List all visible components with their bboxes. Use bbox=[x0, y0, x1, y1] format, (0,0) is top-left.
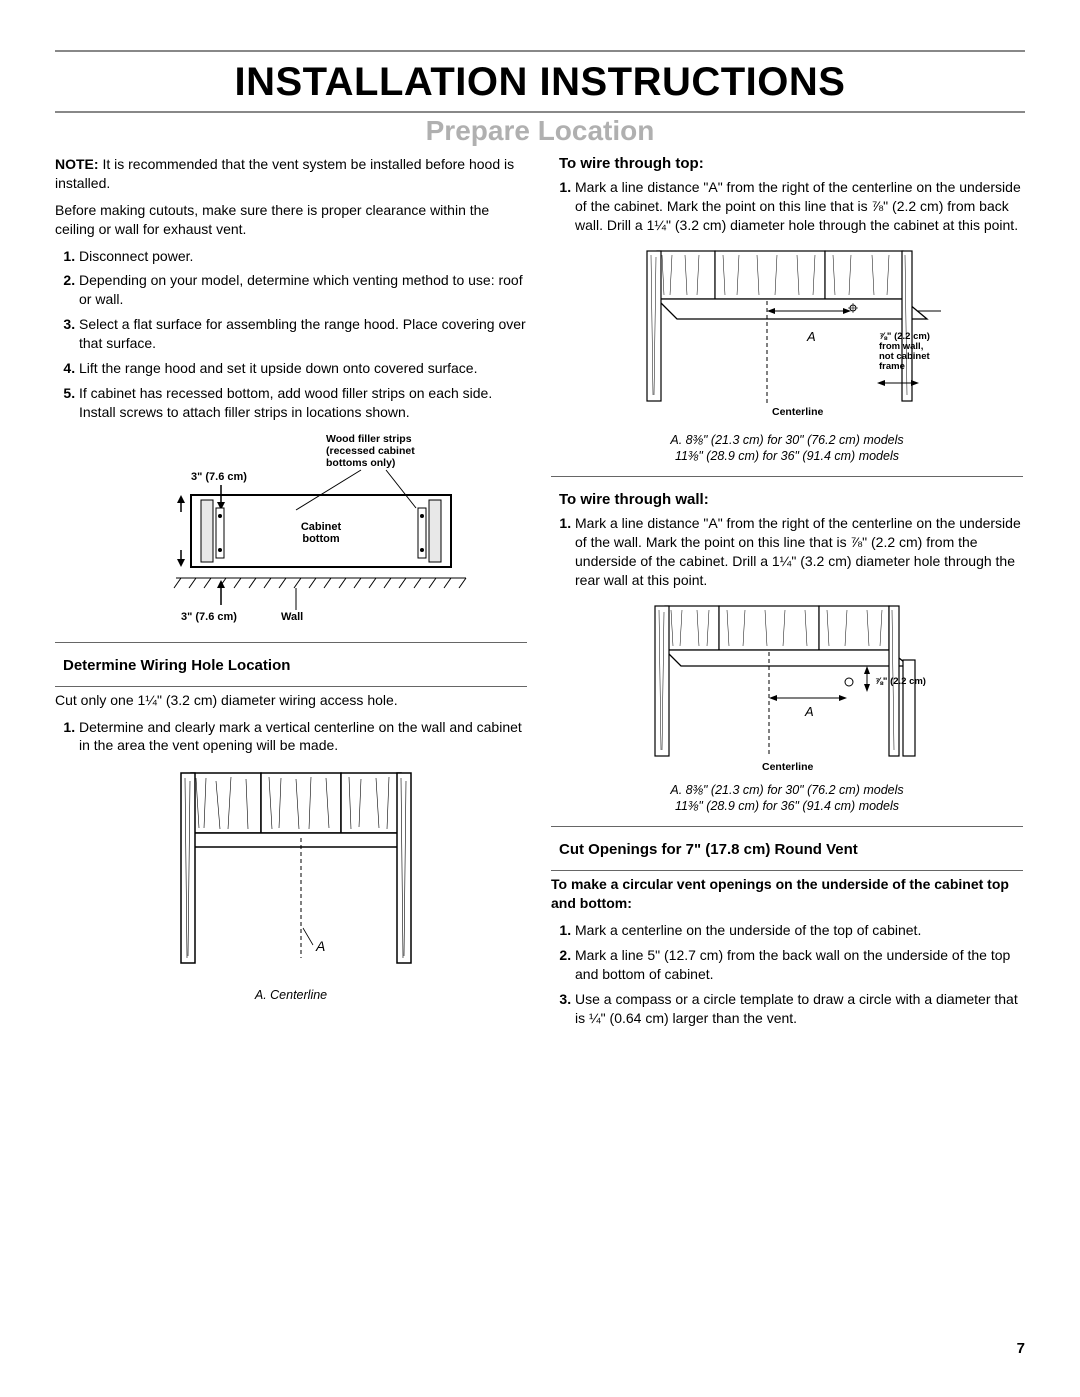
right-column: To wire through top: Mark a line distanc… bbox=[551, 155, 1023, 1035]
page-title: INSTALLATION INSTRUCTIONS bbox=[55, 60, 1025, 105]
cabinet-label-l1: Cabinet bbox=[301, 521, 342, 533]
filler-label-l2: (recessed cabinet bbox=[326, 445, 415, 457]
cut-heading: Cut Openings for 7" (17.8 cm) Round Vent bbox=[559, 841, 1023, 858]
wiring-rule bbox=[55, 642, 527, 643]
cut-step-3: Use a compass or a circle template to dr… bbox=[575, 990, 1023, 1028]
cut-intro: To make a circular vent openings on the … bbox=[551, 875, 1023, 913]
wire-wall-heading: To wire through wall: bbox=[559, 491, 1023, 508]
note-text: It is recommended that the vent system b… bbox=[55, 156, 514, 191]
step-2: Depending on your model, determine which… bbox=[79, 271, 527, 309]
wire-top-heading: To wire through top: bbox=[559, 155, 1023, 172]
wire-wall-steps: Mark a line distance "A" from the right … bbox=[551, 514, 1023, 590]
note-label: NOTE: bbox=[55, 156, 99, 172]
wire-top-step-1: Mark a line distance "A" from the right … bbox=[575, 178, 1023, 235]
step-3: Select a flat surface for assembling the… bbox=[79, 315, 527, 353]
content-columns: NOTE: It is recommended that the vent sy… bbox=[55, 155, 1025, 1035]
wiring-text: Cut only one 1¼" (3.2 cm) diameter wirin… bbox=[55, 691, 527, 710]
wiring-heading: Determine Wiring Hole Location bbox=[63, 657, 527, 674]
figure-wire-top: A ⅞" (2.2 cm) from wall, not cabinet fra… bbox=[551, 243, 1023, 465]
cut-rule-top bbox=[551, 826, 1023, 827]
fig4-caption: A. 8⅜" (21.3 cm) for 30" (76.2 cm) model… bbox=[551, 782, 1023, 815]
cut-rule-bottom bbox=[551, 870, 1023, 871]
fig3-caption: A. 8⅜" (21.3 cm) for 30" (76.2 cm) model… bbox=[551, 432, 1023, 465]
filler-label-l1: Wood filler strips bbox=[326, 433, 412, 445]
cabinet-label-l2: bottom bbox=[302, 533, 339, 545]
wire-wall-rule bbox=[551, 476, 1023, 477]
fig3-centerline: Centerline bbox=[772, 406, 824, 418]
cut-steps: Mark a centerline on the underside of th… bbox=[551, 921, 1023, 1027]
figure-wire-wall: A ⅞" (2.2 cm) Centerline A. 8⅜" (21.3 cm… bbox=[551, 598, 1023, 815]
wiring-step-1: Determine and clearly mark a vertical ce… bbox=[79, 718, 527, 756]
cut-step-1: Mark a centerline on the underside of th… bbox=[575, 921, 1023, 940]
fig4-dim: ⅞" (2.2 cm) bbox=[875, 676, 926, 687]
pre-text: Before making cutouts, make sure there i… bbox=[55, 201, 527, 239]
wall-label: Wall bbox=[281, 611, 303, 623]
fig4-label-a: A bbox=[804, 704, 814, 719]
figure-centerline: A A. Centerline bbox=[55, 763, 527, 1003]
title-underline bbox=[55, 111, 1025, 113]
step-1: Disconnect power. bbox=[79, 247, 527, 266]
step-4: Lift the range hood and set it upside do… bbox=[79, 359, 527, 378]
fig2-label-a: A bbox=[315, 938, 325, 954]
dim-bottom: 3" (7.6 cm) bbox=[181, 611, 237, 623]
cut-step-2: Mark a line 5" (12.7 cm) from the back w… bbox=[575, 946, 1023, 984]
fig3-note-4: frame bbox=[879, 361, 905, 372]
left-column: NOTE: It is recommended that the vent sy… bbox=[55, 155, 527, 1035]
step-5: If cabinet has recessed bottom, add wood… bbox=[79, 384, 527, 422]
wire-wall-step-1: Mark a line distance "A" from the right … bbox=[575, 514, 1023, 590]
wiring-steps: Determine and clearly mark a vertical ce… bbox=[55, 718, 527, 756]
fig3-label-a: A bbox=[806, 329, 816, 344]
filler-label-l3: bottoms only) bbox=[326, 457, 395, 469]
dim-top: 3" (7.6 cm) bbox=[191, 471, 247, 483]
figure-cabinet-bottom: Wood filler strips (recessed cabinet bot… bbox=[55, 430, 527, 630]
top-rule bbox=[55, 50, 1025, 52]
wire-top-steps: Mark a line distance "A" from the right … bbox=[551, 178, 1023, 235]
fig4-centerline: Centerline bbox=[762, 761, 814, 773]
note-paragraph: NOTE: It is recommended that the vent sy… bbox=[55, 155, 527, 193]
page-number: 7 bbox=[1017, 1340, 1025, 1357]
fig2-caption: A. Centerline bbox=[55, 987, 527, 1003]
prep-steps-list: Disconnect power. Depending on your mode… bbox=[55, 247, 527, 422]
wiring-rule2 bbox=[55, 686, 527, 687]
section-title: Prepare Location bbox=[55, 115, 1025, 147]
